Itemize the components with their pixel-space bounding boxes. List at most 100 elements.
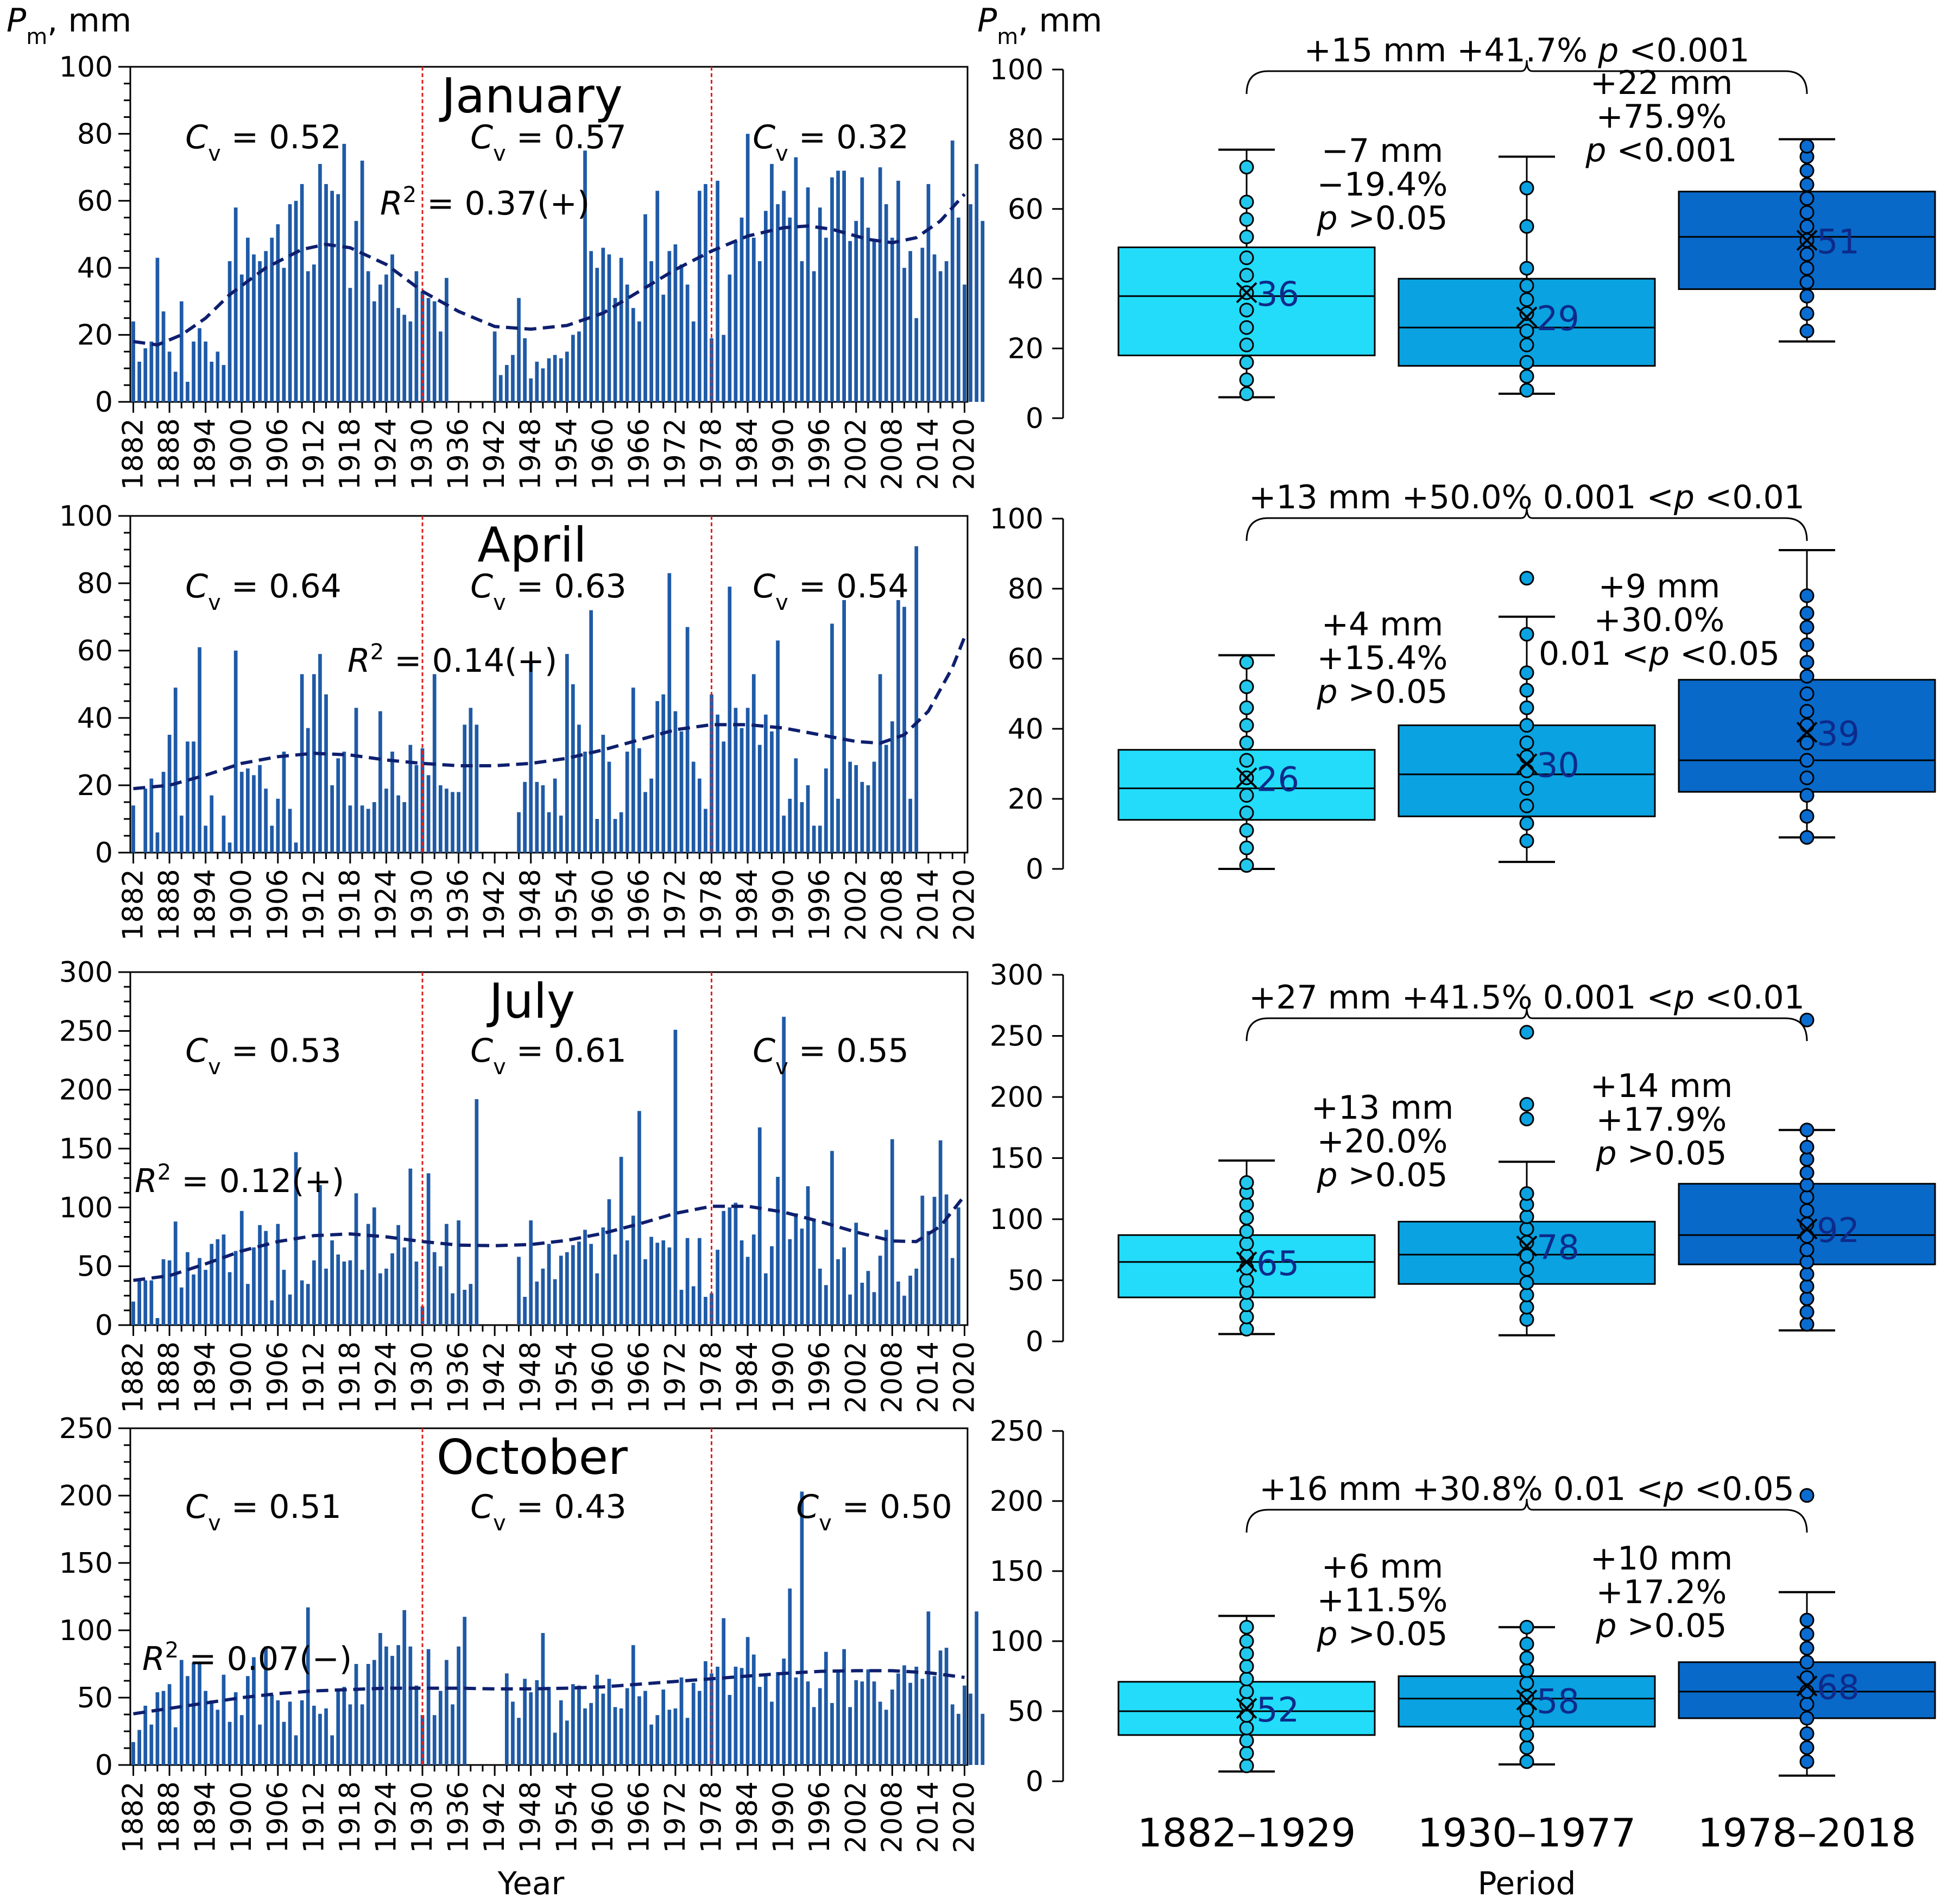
data-point — [1800, 262, 1813, 275]
x-tick-label: 1996 — [804, 869, 836, 941]
data-point — [1800, 1306, 1813, 1319]
data-point — [1800, 248, 1813, 261]
bar — [861, 1681, 864, 1765]
bar — [198, 1258, 201, 1326]
data-point — [1240, 356, 1253, 369]
bar — [878, 1701, 882, 1765]
bar — [902, 268, 906, 402]
data-point — [1240, 213, 1253, 226]
data-point — [1800, 1153, 1813, 1166]
bar — [927, 1231, 931, 1325]
bar — [643, 1259, 647, 1325]
bar — [361, 161, 364, 402]
box-y-tick-label: 40 — [1008, 263, 1044, 295]
bar — [595, 819, 599, 853]
data-point — [1520, 751, 1533, 764]
comparison-stat: +75.9% — [1596, 98, 1727, 136]
bar — [228, 842, 232, 853]
data-point — [1520, 1755, 1533, 1768]
data-point — [1800, 192, 1813, 205]
bar — [523, 338, 527, 402]
data-point — [1240, 304, 1253, 317]
data-point — [1520, 1211, 1533, 1224]
bar — [830, 1151, 834, 1325]
bar — [752, 238, 756, 402]
bar — [716, 715, 719, 853]
bar — [957, 1714, 960, 1765]
bar — [288, 1295, 292, 1325]
bar — [150, 342, 154, 402]
bar — [396, 308, 400, 402]
comparison-p-value: p <0.001 — [1585, 131, 1737, 169]
month-title: April — [477, 517, 586, 573]
bar — [240, 275, 244, 402]
bar — [902, 1296, 906, 1325]
bar — [692, 762, 696, 853]
bar — [366, 1664, 370, 1765]
bar — [848, 762, 852, 853]
bar — [258, 1725, 262, 1765]
box-y-tick-label: 150 — [990, 1143, 1044, 1175]
bar — [505, 1673, 509, 1765]
bar — [355, 1664, 358, 1765]
box-y-tick-label: 60 — [1008, 193, 1044, 226]
bar — [366, 271, 370, 402]
bar — [824, 1652, 828, 1765]
bar — [143, 1706, 147, 1765]
bar — [914, 318, 918, 402]
x-tick-label: 1888 — [153, 1341, 186, 1413]
data-point — [1240, 321, 1253, 334]
bar — [300, 674, 304, 853]
mean-label: 92 — [1817, 1211, 1860, 1250]
x-tick-label: 1924 — [370, 1341, 402, 1413]
bar — [728, 1207, 732, 1325]
bar — [559, 1256, 563, 1325]
annual-bar-chart: 0204060801001882 1888 1894 1900 1906 1912 1918… — [59, 500, 981, 941]
bar — [764, 1273, 768, 1325]
x-tick-label: 2002 — [840, 1781, 873, 1853]
bar — [896, 1282, 900, 1325]
box-y-tick-label: 0 — [1026, 853, 1044, 886]
bar — [577, 724, 581, 853]
bar — [836, 1670, 840, 1765]
bar — [131, 805, 135, 853]
bar — [963, 285, 966, 402]
bar — [686, 627, 690, 853]
bar — [553, 1279, 557, 1326]
comparison-header: +27 mm +41.5% 0.001 <p <0.01 — [1249, 979, 1805, 1017]
bar — [330, 1240, 334, 1325]
x-tick-label: 2020 — [948, 1341, 981, 1413]
data-point — [1520, 1691, 1533, 1704]
x-tick-label: 1882 — [117, 1781, 150, 1853]
bar — [258, 261, 262, 402]
bar — [324, 1708, 328, 1765]
bar — [137, 1730, 141, 1766]
data-point — [1240, 1286, 1253, 1299]
x-tick-label: 2008 — [876, 869, 908, 941]
data-point — [1520, 799, 1533, 812]
bar — [770, 1701, 774, 1765]
bar — [312, 674, 316, 853]
bar — [529, 661, 533, 853]
x-tick-label: 1972 — [659, 1341, 692, 1413]
x-tick-label: 1924 — [370, 1781, 402, 1853]
data-point — [1800, 1124, 1813, 1137]
bar — [246, 238, 250, 402]
bar — [204, 1270, 207, 1325]
bar — [246, 1284, 250, 1325]
x-tick-label: 1966 — [623, 869, 655, 941]
period-label-3: 1978–2018 — [1698, 1810, 1916, 1856]
bar — [788, 218, 792, 402]
bar — [186, 1676, 189, 1765]
bar — [788, 1239, 792, 1325]
bar — [300, 1700, 304, 1765]
data-point — [1800, 1191, 1813, 1204]
bar — [228, 1722, 232, 1765]
bar — [457, 792, 460, 853]
bar — [734, 1667, 738, 1765]
bar — [535, 782, 539, 853]
x-tick-label: 1906 — [262, 418, 294, 490]
bar — [890, 238, 894, 402]
data-point — [1520, 181, 1533, 194]
